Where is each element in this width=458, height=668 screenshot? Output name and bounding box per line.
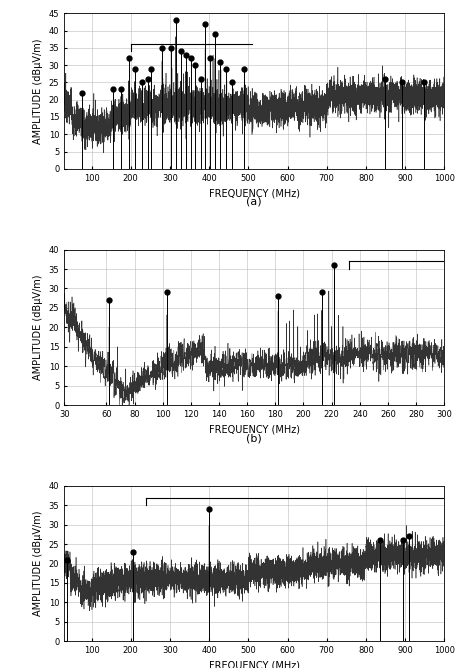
X-axis label: FREQUENCY (MHz): FREQUENCY (MHz): [209, 661, 300, 668]
X-axis label: FREQUENCY (MHz): FREQUENCY (MHz): [209, 188, 300, 198]
X-axis label: FREQUENCY (MHz): FREQUENCY (MHz): [209, 424, 300, 434]
Y-axis label: AMPLITUDE (dBμV/m): AMPLITUDE (dBμV/m): [33, 511, 43, 617]
Y-axis label: AMPLITUDE (dBμV/m): AMPLITUDE (dBμV/m): [33, 275, 43, 380]
Text: (b): (b): [246, 433, 262, 443]
Y-axis label: AMPLITUDE (dBμV/m): AMPLITUDE (dBμV/m): [33, 38, 43, 144]
Text: (a): (a): [246, 197, 262, 207]
